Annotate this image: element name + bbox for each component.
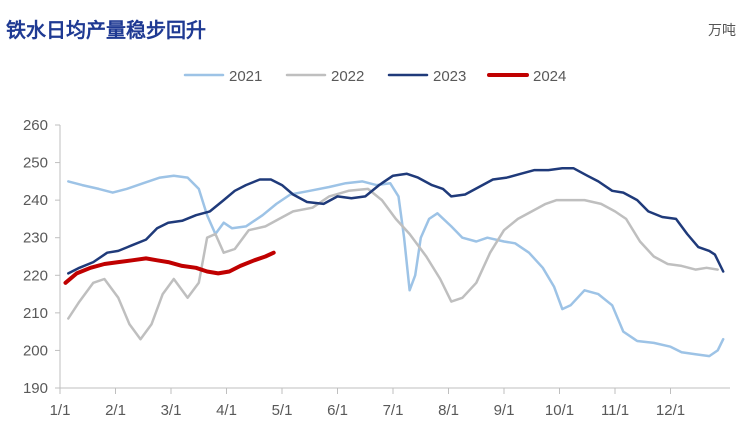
legend-label-2022: 2022 [331,68,364,85]
y-tick-label: 230 [23,230,48,247]
x-tick-label: 2/1 [105,402,126,419]
x-tick-label: 11/1 [601,402,629,419]
legend-label-2021: 2021 [229,68,262,85]
legend-label-2023: 2023 [433,68,466,85]
series-line-2022 [67,187,719,341]
y-tick-label: 240 [23,192,48,209]
series-line-2024 [63,250,276,285]
x-tick-label: 7/1 [383,402,404,419]
x-tick-label: 12/1 [656,402,685,419]
legend: 2021 2022 2023 2024 [183,68,566,85]
y-tick-label: 220 [23,267,48,284]
unit-label: 万吨 [708,23,736,39]
y-tick-label: 210 [23,305,48,322]
axes: 190 200 210 220 230 240 250 260 1/1 2/1 3/1 4/1 5/1 6… [23,117,730,419]
series-line-2021 [67,174,725,358]
y-tick-label: 190 [23,380,48,397]
x-tick-label: 1/1 [50,402,71,419]
y-tick-label: 200 [23,342,48,359]
series-line-2023 [67,166,725,275]
x-tick-label: 5/1 [272,402,293,419]
x-tick-label: 4/1 [216,402,237,419]
x-tick-label: 9/1 [494,402,515,419]
chart-title: 铁水日均产量稳步回升 [6,18,206,42]
x-tick-label: 3/1 [161,402,182,419]
x-tick-label: 6/1 [327,402,348,419]
y-tick-label: 260 [23,117,48,134]
series-lines [63,166,725,358]
y-tick-label: 250 [23,155,48,172]
legend-label-2024: 2024 [533,68,566,85]
x-tick-label: 10/1 [545,402,574,419]
x-tick-label: 8/1 [438,402,459,419]
